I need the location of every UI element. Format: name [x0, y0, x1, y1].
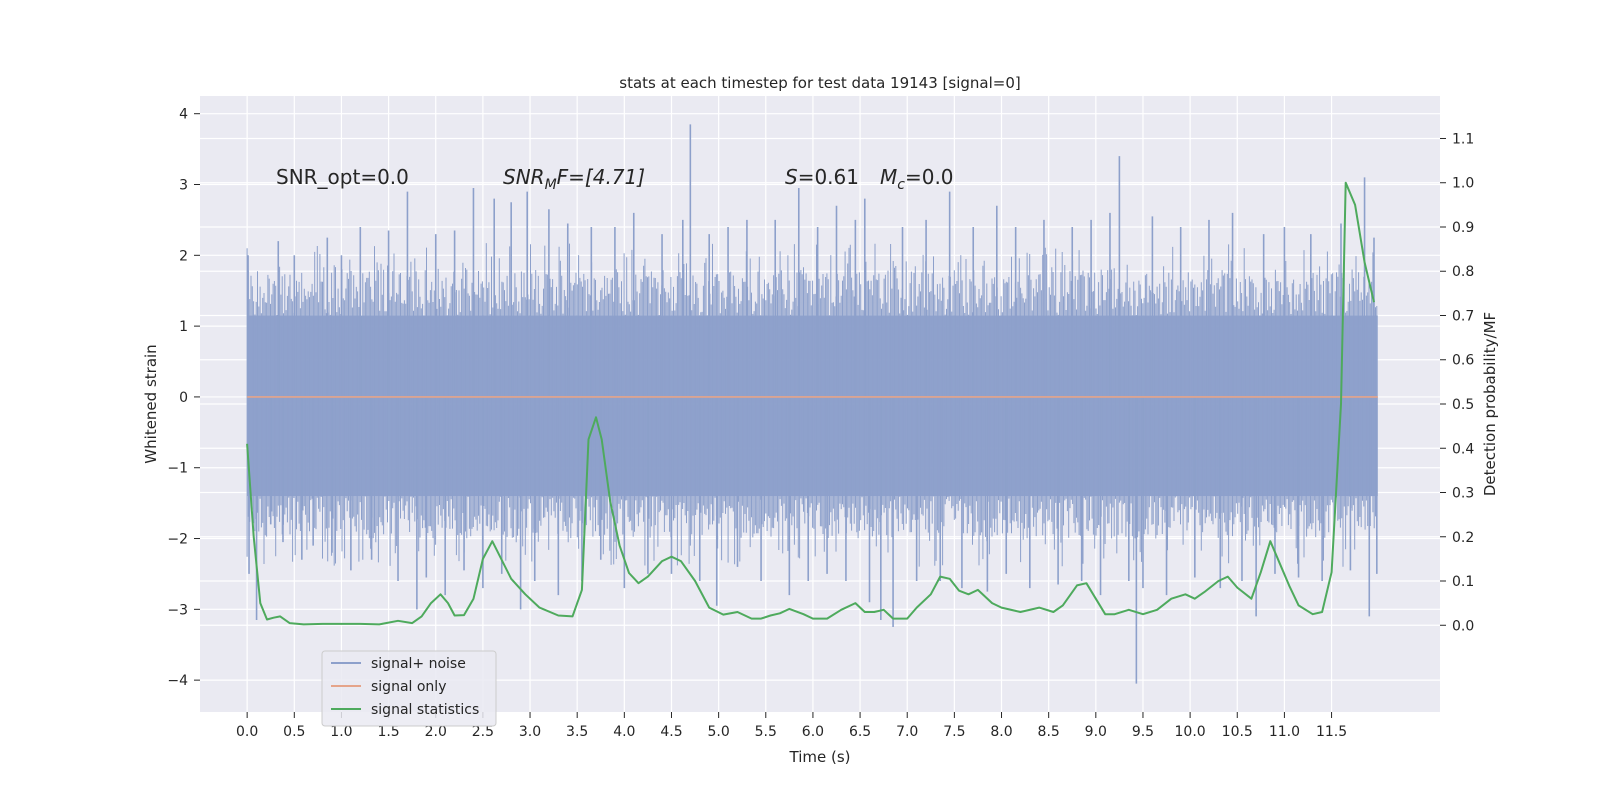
x-tick-label: 10.5 — [1222, 724, 1253, 740]
x-tick-label: 9.0 — [1085, 724, 1107, 740]
x-tick-label: 1.5 — [377, 724, 399, 740]
s-rest: =0.61 — [798, 165, 859, 189]
x-tick-label: 3.5 — [566, 724, 588, 740]
y-right-tick-label: 0.4 — [1452, 441, 1474, 457]
y-right-tick-label: 0.2 — [1452, 530, 1474, 546]
x-tick-label: 11.0 — [1269, 724, 1300, 740]
y-left-tick-label: 1 — [179, 319, 188, 335]
y-right-tick-label: 0.0 — [1452, 618, 1474, 634]
y-axis-left-title: Whitened strain — [142, 344, 160, 463]
x-tick-label: 3.0 — [519, 724, 541, 740]
mc-main: M — [880, 165, 897, 189]
snr-mf-sub: M — [545, 177, 557, 193]
annotation-snr-mf: SNRMF=[4.71] — [503, 165, 645, 193]
x-tick-label: 6.5 — [849, 724, 871, 740]
x-tick-label: 2.0 — [425, 724, 447, 740]
y-axis-right-ticks: 0.0 0.1 0.2 0.3 0.4 0.5 0.6 0.7 0.8 0.9 1.0 1.1 — [1440, 131, 1474, 634]
x-tick-label: 5.5 — [755, 724, 777, 740]
x-axis-ticks: 0.0 0.5 1.0 1.5 2.0 2.5 3.0 3.5 4.0 4.5 5.0 5.5 6.0 6… — [236, 712, 1347, 740]
legend-label-signal-statistics: signal statistics — [371, 702, 479, 718]
x-tick-label: 10.0 — [1175, 724, 1206, 740]
y-left-tick-label: 2 — [179, 248, 188, 264]
x-tick-label: 9.5 — [1132, 724, 1154, 740]
x-tick-label: 4.5 — [660, 724, 682, 740]
snr-mf-rest: F=[4.71] — [557, 165, 645, 189]
y-left-tick-label: −4 — [167, 673, 188, 689]
y-axis-left-ticks: −4 −3 −2 −1 0 1 2 3 4 — [167, 107, 200, 689]
legend-box — [321, 650, 497, 727]
y-right-tick-label: 1.0 — [1452, 176, 1474, 192]
y-axis-right-title: Detection probability/MF — [1481, 312, 1499, 496]
x-tick-label: 0.5 — [283, 724, 305, 740]
legend-label-signal-plus-noise: signal+ noise — [371, 656, 466, 672]
y-left-tick-label: 4 — [179, 107, 188, 123]
signal-statistics-line — [246, 181, 1375, 626]
y-right-tick-label: 1.1 — [1452, 131, 1474, 147]
s-main: S — [785, 165, 798, 189]
y-right-tick-label: 0.1 — [1452, 574, 1474, 590]
y-right-tick-label: 0.3 — [1452, 486, 1474, 502]
snr-mf-main: SNR — [503, 165, 545, 189]
y-left-tick-label: −3 — [167, 602, 188, 618]
annotation-snr-opt: SNR_opt=0.0 — [276, 165, 409, 189]
x-tick-label: 7.5 — [943, 724, 965, 740]
y-right-tick-label: 0.5 — [1452, 397, 1474, 413]
x-tick-label: 1.0 — [330, 724, 352, 740]
y-left-tick-label: 0 — [179, 390, 188, 406]
mc-rest: =0.0 — [905, 165, 954, 189]
y-left-tick-label: 3 — [179, 178, 188, 194]
legend: signal+ noise signal only signal statist… — [321, 650, 497, 727]
x-tick-label: 7.0 — [896, 724, 918, 740]
x-tick-label: 4.0 — [613, 724, 635, 740]
x-tick-label: 8.0 — [990, 724, 1012, 740]
y-right-tick-label: 0.8 — [1452, 264, 1474, 280]
y-right-tick-label: 0.9 — [1452, 220, 1474, 236]
signal-plus-noise-series — [246, 124, 1378, 684]
x-axis-title: Time (s) — [789, 748, 851, 766]
legend-label-signal-only: signal only — [371, 679, 446, 695]
annotation-mc: Mc=0.0 — [880, 165, 954, 193]
annotation-s: S=0.61 — [785, 165, 859, 189]
x-tick-label: 0.0 — [236, 724, 258, 740]
x-tick-label: 8.5 — [1038, 724, 1060, 740]
y-left-tick-label: −2 — [167, 532, 188, 548]
chart-title: stats at each timestep for test data 191… — [619, 74, 1020, 92]
y-left-tick-label: −1 — [167, 461, 188, 477]
y-right-tick-label: 0.7 — [1452, 308, 1474, 324]
x-tick-label: 6.0 — [802, 724, 824, 740]
signal-statistics-series — [246, 181, 1375, 626]
mc-sub: c — [897, 177, 905, 193]
x-tick-label: 5.0 — [707, 724, 729, 740]
y-right-tick-label: 0.6 — [1452, 353, 1474, 369]
x-tick-label: 2.5 — [472, 724, 494, 740]
x-tick-label: 11.5 — [1316, 724, 1347, 740]
